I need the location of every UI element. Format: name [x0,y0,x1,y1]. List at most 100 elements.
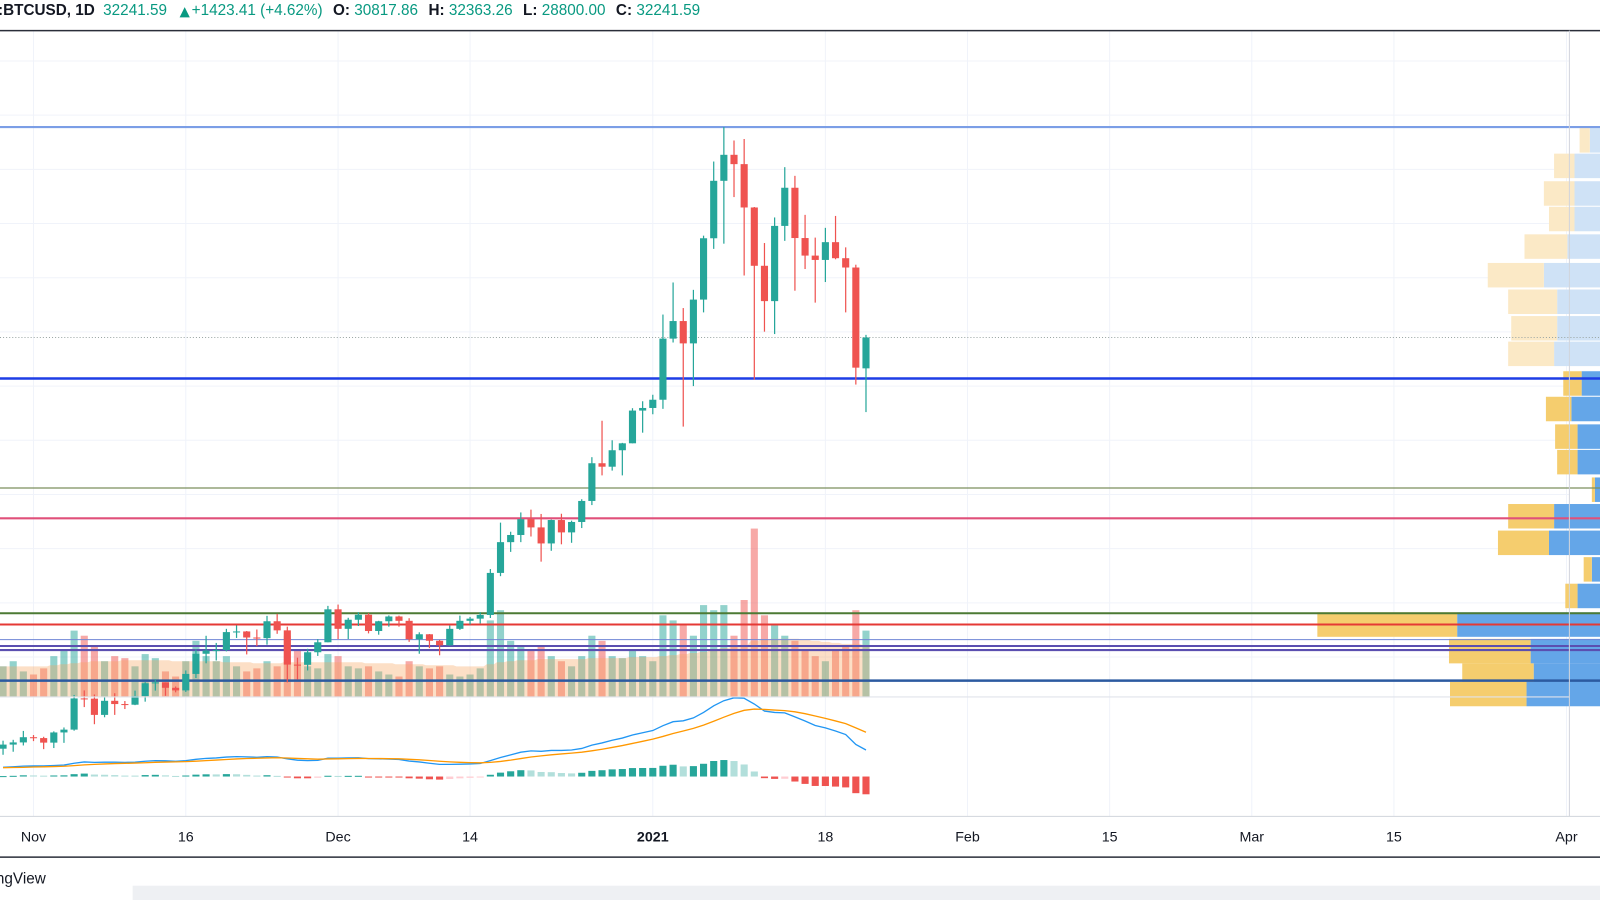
profile-up [1554,504,1600,529]
macd-histogram-bar [557,773,565,777]
profile-down [1450,681,1527,707]
candle-body [192,653,200,674]
candle-body [19,737,27,743]
volume-bar [537,645,545,697]
volume-bar [547,656,555,697]
volume-bar [253,668,261,697]
candle-body [263,621,271,639]
candle-body [29,737,38,739]
candle-body [304,652,312,665]
volume-bar [517,645,525,697]
profile-down [1565,583,1578,609]
x-tick-label: 2021 [637,830,669,846]
candle-body [507,534,515,543]
macd [0,697,870,795]
profile-down [1448,638,1531,664]
x-tick-label: 14 [462,830,478,846]
volume-bar [19,671,27,697]
macd-histogram-bar [639,767,647,777]
candle-body [121,704,129,706]
volume-bar [618,658,626,697]
volume-bar [689,635,697,697]
macd-histogram-bar [90,774,98,777]
high-value: 32363.26 [449,2,513,19]
macd-histogram-bar [852,776,860,794]
macd-histogram-bar [141,775,149,777]
volume-bar [395,676,403,697]
volume-bar [578,656,586,697]
macd-histogram-bar [9,775,17,777]
volume-bar [466,674,474,697]
macd-histogram-bar [527,770,535,777]
macd-histogram-bar [182,775,190,777]
macd-histogram-bar [415,776,423,779]
candle-body [375,621,383,632]
x-tick-label: Apr [1555,830,1577,846]
volume-bar [101,661,109,697]
profile-up [1548,530,1600,556]
macd-histogram-bar [70,774,78,777]
candle-body [862,337,870,369]
candle-body [669,321,677,339]
candle-body [740,164,748,208]
macd-histogram-bar [121,775,129,777]
volume-bar [649,661,657,697]
candle-body [395,616,403,621]
macd-histogram-bar [578,772,586,777]
profile-down [1524,234,1568,259]
volume-bar [496,610,505,697]
volume-bar [314,668,322,697]
profile-down [1583,557,1592,582]
volume-bar [486,620,494,697]
volume-bar [456,676,464,697]
x-axis: Nov 16 Dec 14 2021 18 Feb 15 Mar 15 Apr [21,830,1578,846]
volume-ma-area [0,638,870,697]
candle-body [70,698,78,730]
candle-body [710,180,718,239]
volume-bar [639,656,647,697]
volume-bar [354,668,362,697]
volume-bar [557,661,565,697]
volume-bar [141,654,149,697]
candle-body [852,267,860,368]
macd-histogram-bar [192,774,200,777]
volume-bar [740,600,748,697]
volume-bar [80,635,88,697]
macd-histogram-bar [0,776,7,778]
profile-down [1591,477,1595,502]
macd-histogram-bar [700,763,708,777]
macd-histogram-bar [568,773,576,777]
volume-bar [263,661,271,697]
volume-bar [527,651,535,697]
macd-histogram-bar [29,775,38,777]
candle-body [700,238,708,300]
candle-body [608,450,616,467]
volume-bar [669,620,677,697]
macd-histogram-bar [750,771,758,777]
profile-down [1557,449,1578,475]
macd-histogram-bar [344,775,352,777]
volume-bar [243,671,251,697]
macd-histogram-bar [304,776,312,779]
profile-down [1554,153,1575,179]
macd-histogram-bar [243,774,251,777]
profile-up [1554,341,1600,367]
candle-body [364,614,373,632]
macd-histogram-bar [608,769,616,777]
macd-histogram-bar [314,776,322,778]
x-tick-label: Nov [21,830,47,846]
profile-up [1591,557,1600,582]
candle-body [496,542,505,573]
candle-body [801,238,809,256]
macd-histogram-bar [405,776,413,779]
macd-histogram-bar [425,776,433,780]
candle-body [161,682,170,688]
macd-histogram-bar [598,770,606,777]
candle-body [425,634,433,641]
volume-bar [710,610,718,697]
macd-histogram-bar [862,776,870,795]
macd-histogram-bar [364,776,373,778]
profile-up [1577,449,1600,475]
legend-line: :BTCUSD, 1D 32241.59 +1423.41 (+4.62%) O… [0,2,700,19]
profile-up [1574,181,1600,206]
